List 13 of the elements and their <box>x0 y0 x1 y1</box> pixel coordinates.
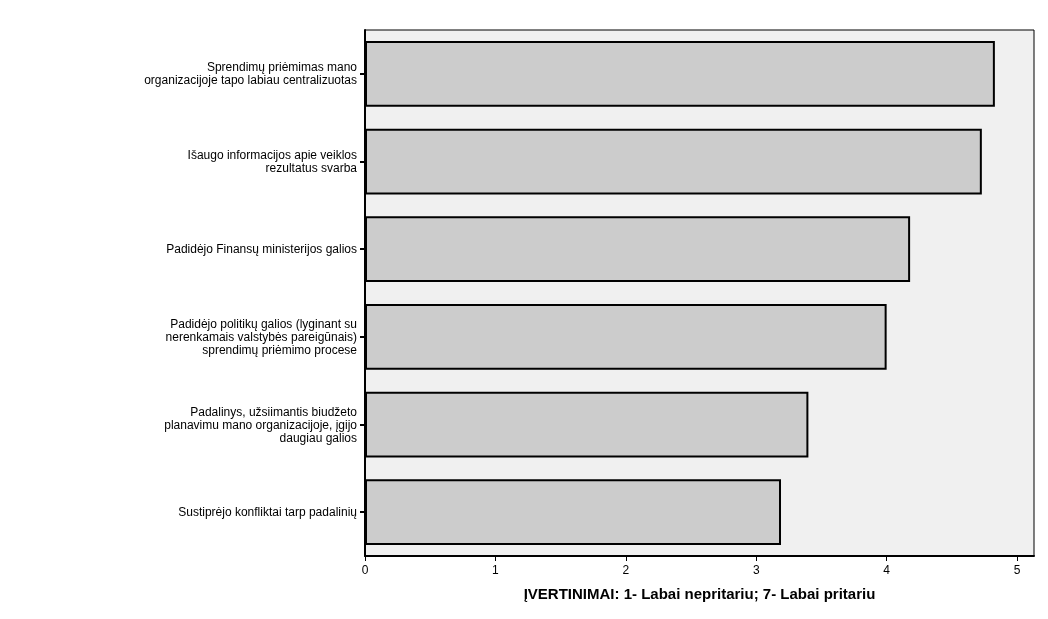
x-tick-label: 1 <box>492 563 500 577</box>
x-tick-label: 5 <box>1013 563 1021 577</box>
y-tick-label: Sprendimų priėmimas mano organizacijoje tapo labiau centralizuotas <box>144 60 358 88</box>
x-axis-title: ĮVERTINIMAI: 1- Labai nepritariu; 7- Labai pritariu <box>523 585 876 602</box>
y-tick-label: Sustiprėjo konfliktai tarp padalinių <box>178 505 358 520</box>
y-tick-label: Išaugo informacijos apie veiklos rezultatus svarba <box>187 148 358 175</box>
x-tick-label: 0 <box>361 563 369 577</box>
y-tick-label: Padidėjo politikų galios (lyginant su nerenkamais valstybės pareigūnais) sprendimų priėmimo procese <box>165 316 358 357</box>
y-tick-label: Padidėjo Finansų ministerijos galios <box>166 242 357 257</box>
y-tick-label: Padalinys, užsiimantis biudžeto planavimu mano organizacijoje, įgijo daugiau galios <box>164 404 358 445</box>
x-tick-label: 2 <box>622 563 630 577</box>
x-tick-label: 3 <box>752 563 760 577</box>
x-tick-label: 4 <box>883 563 891 577</box>
